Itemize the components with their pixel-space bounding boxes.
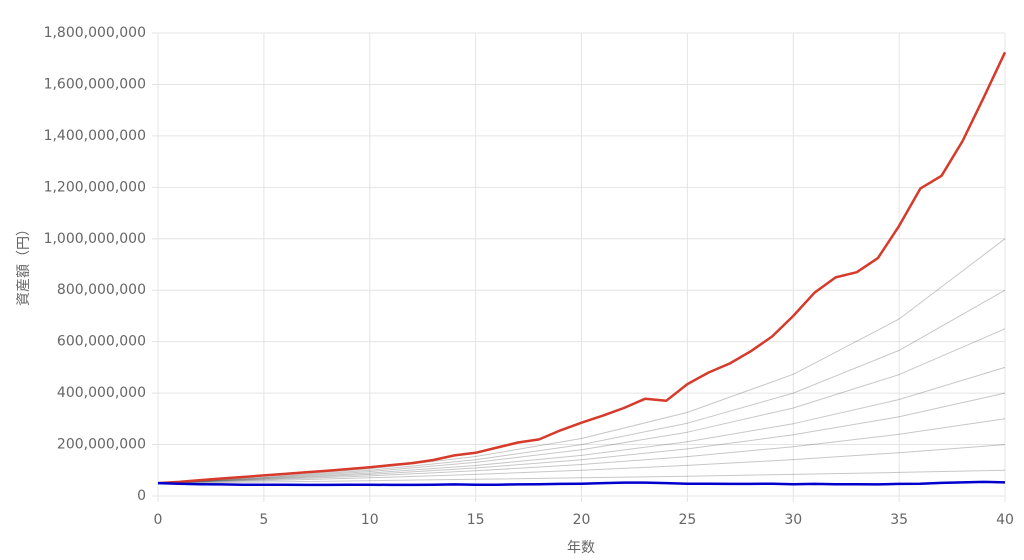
x-tick-label: 35 — [890, 512, 908, 528]
y-tick-label: 1,000,000,000 — [44, 231, 146, 247]
x-tick-label: 5 — [259, 512, 268, 528]
series-line — [157, 418, 1006, 484]
series-line — [157, 51, 1007, 485]
x-tick-label: 20 — [573, 512, 591, 528]
x-tick-label: 30 — [784, 512, 802, 528]
series-line — [157, 480, 1006, 487]
y-tick-label: 400,000,000 — [57, 385, 146, 401]
y-tick-label: 0 — [137, 488, 146, 504]
series-line — [157, 469, 1006, 484]
y-tick-label: 800,000,000 — [57, 282, 146, 298]
series-line — [157, 289, 1006, 484]
x-axis-label: 年数 — [567, 540, 595, 556]
x-tick-label: 0 — [154, 512, 163, 528]
y-tick-label: 1,800,000,000 — [44, 25, 146, 41]
x-tick-label: 10 — [361, 512, 379, 528]
y-tick-label: 1,600,000,000 — [44, 76, 146, 92]
y-tick-label: 200,000,000 — [57, 437, 146, 453]
series-line — [157, 238, 1006, 484]
x-tick-label: 25 — [678, 512, 696, 528]
y-axis-label: 資産額（円） — [16, 222, 32, 306]
series-line — [157, 366, 1006, 484]
y-tick-label: 1,400,000,000 — [44, 128, 146, 144]
series-line — [157, 444, 1006, 484]
x-tick-label: 15 — [467, 512, 485, 528]
series-line — [157, 392, 1006, 484]
y-tick-label: 1,200,000,000 — [44, 179, 146, 195]
series-line — [157, 328, 1006, 484]
x-tick-label: 40 — [996, 512, 1014, 528]
y-tick-label: 600,000,000 — [57, 334, 146, 350]
